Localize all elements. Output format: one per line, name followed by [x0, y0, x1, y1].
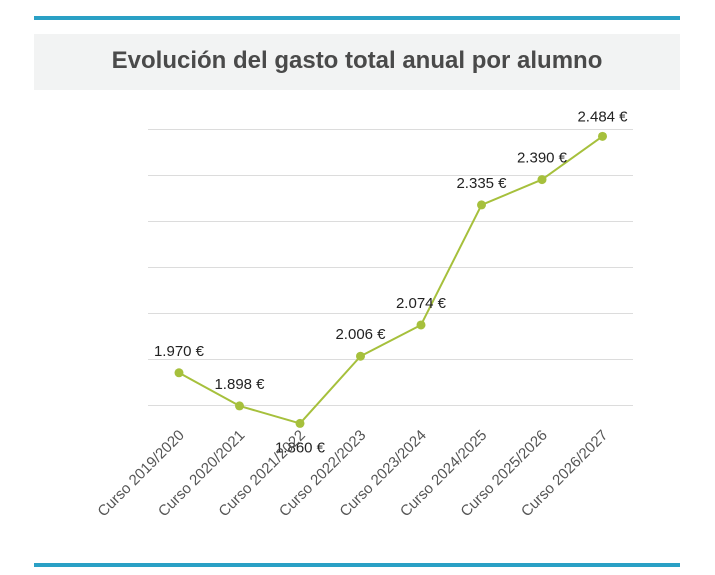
title-band: Evolución del gasto total anual por alum… — [34, 34, 680, 90]
data-point — [537, 175, 547, 185]
chart-title: Evolución del gasto total anual por alum… — [111, 47, 603, 74]
data-point — [356, 351, 365, 361]
data-label: 2.006 € — [335, 326, 386, 343]
data-label: 1.898 € — [214, 376, 265, 393]
data-labels: 1.970 € 1.898 € 1.860 € 2.006 € 2.074 € 2.335… — [154, 108, 628, 456]
data-points — [174, 131, 607, 428]
series-polyline — [178, 135, 604, 425]
data-label: 2.484 € — [577, 108, 628, 125]
grid-lines — [148, 129, 633, 406]
data-label: 2.074 € — [396, 295, 447, 312]
bottom-rule — [34, 563, 680, 567]
data-label: 2.390 € — [517, 150, 568, 167]
data-point — [235, 401, 244, 411]
data-label: 1.860 € — [275, 439, 326, 456]
data-point — [477, 200, 486, 210]
data-point — [416, 320, 426, 330]
data-point — [598, 131, 607, 141]
data-label: 2.335 € — [456, 175, 507, 192]
data-label: 1.970 € — [154, 343, 205, 360]
top-rule — [34, 16, 680, 20]
series-line — [178, 135, 604, 425]
data-point — [295, 418, 305, 428]
data-point — [174, 368, 184, 378]
